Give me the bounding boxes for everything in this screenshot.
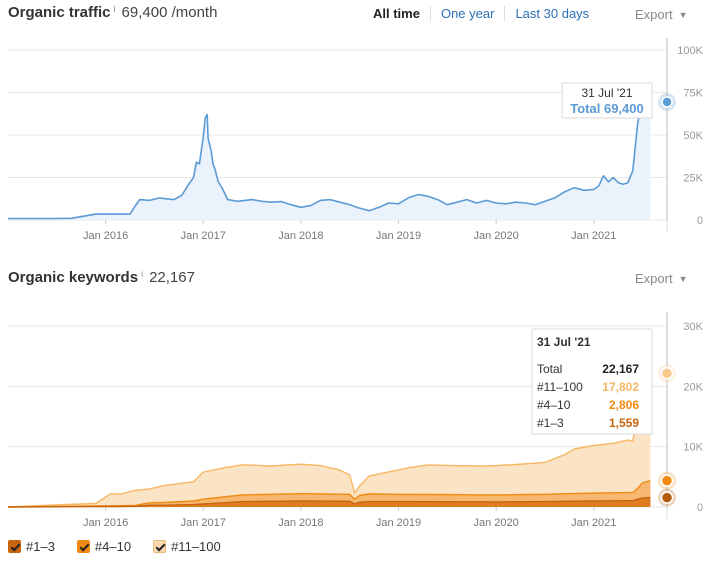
x-tick-label: Jan 2017 xyxy=(181,517,226,529)
hover-point-4-10 xyxy=(660,474,674,487)
range-last-30-days[interactable]: Last 30 days xyxy=(515,6,590,21)
series-11-100-line xyxy=(7,363,652,508)
tooltip-row-value: 17,802 xyxy=(602,380,639,394)
tooltip-total-value: 69,400 xyxy=(604,101,644,116)
x-tick-label: Jan 2017 xyxy=(181,230,226,242)
range-one-year[interactable]: One year xyxy=(440,6,495,21)
hover-point-1-3 xyxy=(660,491,674,504)
y-tick-label: 75K xyxy=(683,88,703,100)
tooltip-date: 31 Jul '21 xyxy=(537,335,591,349)
legend-label: #11–100 xyxy=(171,539,221,554)
tooltip-total: Total 69,400 xyxy=(570,101,643,116)
hover-point xyxy=(661,96,673,108)
x-tick-label: Jan 2016 xyxy=(83,517,128,529)
info-icon[interactable]: i xyxy=(141,269,144,279)
range-divider xyxy=(504,6,506,21)
series-1-3-line xyxy=(7,496,651,508)
tooltip-row-label: #11–100 xyxy=(537,380,583,394)
keywords-export-button[interactable]: Export ▼ xyxy=(635,271,688,286)
legend-label: #1–3 xyxy=(26,539,55,554)
range-all-time[interactable]: All time xyxy=(373,6,420,21)
traffic-line xyxy=(7,86,652,220)
y-tick-label: 100K xyxy=(677,45,703,57)
legend-item-4-10[interactable]: #4–10 xyxy=(76,539,132,554)
x-tick-label: Jan 2020 xyxy=(474,517,519,529)
export-label: Export xyxy=(635,271,673,286)
tooltip-date: 31 Jul '21 xyxy=(582,86,633,100)
keywords-header: Organic keywords i 22,167 xyxy=(8,269,195,286)
traffic-title: Organic traffic xyxy=(8,4,111,21)
export-label: Export xyxy=(635,7,673,22)
series-1-3-area xyxy=(8,497,651,507)
legend-label: #4–10 xyxy=(94,539,132,554)
traffic-area xyxy=(8,87,651,221)
range-selector: All time One year Last 30 days xyxy=(369,6,593,21)
x-tick-label: Jan 2018 xyxy=(278,230,323,242)
tooltip-row-label: #4–10 xyxy=(537,398,571,412)
caret-down-icon: ▼ xyxy=(678,274,688,284)
x-tick-label: Jan 2016 xyxy=(83,230,128,242)
range-divider xyxy=(429,6,431,21)
checkbox-icon xyxy=(153,540,167,553)
y-tick-label: 50K xyxy=(683,130,703,142)
keywords-title: Organic keywords xyxy=(8,269,139,286)
keywords-chart[interactable]: 30K 20K 10K 0 Jan 2016 Jan 2017 Jan 2018 Jan 20… xyxy=(0,302,708,530)
tooltip-total-label: Total xyxy=(570,101,604,116)
y-tick-label: 25K xyxy=(683,173,703,185)
x-tick-label: Jan 2021 xyxy=(571,517,616,529)
legend-item-11-100[interactable]: #11–100 xyxy=(153,539,221,554)
checkbox-icon xyxy=(76,540,90,553)
y-tick-label: 0 xyxy=(697,215,703,227)
traffic-value: 69,400 /month xyxy=(121,4,218,21)
tooltip-box xyxy=(531,328,653,435)
legend-item-1-3[interactable]: #1–3 xyxy=(8,539,55,554)
tooltip-row-value: 1,559 xyxy=(609,416,639,430)
x-tick-label: Jan 2020 xyxy=(474,230,519,242)
series-4-10-line xyxy=(7,480,651,508)
y-tick-label: 0 xyxy=(697,502,703,514)
traffic-chart[interactable]: 100K 75K 50K 25K 0 Jan 2016 Jan 2017 Jan 2018 Ja… xyxy=(0,30,708,245)
tooltip-row-value: 22,167 xyxy=(602,362,639,376)
tooltip-row-value: 2,806 xyxy=(609,398,639,412)
tooltip-row-label: #1–3 xyxy=(537,416,564,430)
y-tick-label: 30K xyxy=(683,321,703,333)
caret-down-icon: ▼ xyxy=(678,10,688,20)
traffic-export-button[interactable]: Export ▼ xyxy=(635,7,688,22)
keywords-legend: #1–3 #4–10 #11–100 xyxy=(8,539,243,554)
tooltip-row-label: Total xyxy=(537,362,562,376)
series-11-100-area xyxy=(8,364,651,507)
x-tick-label: Jan 2019 xyxy=(376,517,421,529)
hover-point-11-100 xyxy=(660,367,674,380)
traffic-header: Organic traffic i 69,400 /month xyxy=(8,4,217,21)
info-icon[interactable]: i xyxy=(113,4,116,14)
y-tick-label: 10K xyxy=(683,442,703,454)
tooltip-box xyxy=(561,82,653,119)
series-4-10-area xyxy=(8,480,651,507)
y-tick-label: 20K xyxy=(683,381,703,393)
x-tick-label: Jan 2021 xyxy=(571,230,616,242)
checkbox-icon xyxy=(8,540,21,553)
x-tick-label: Jan 2019 xyxy=(376,230,421,242)
keywords-value: 22,167 xyxy=(149,269,195,286)
x-tick-label: Jan 2018 xyxy=(278,517,323,529)
